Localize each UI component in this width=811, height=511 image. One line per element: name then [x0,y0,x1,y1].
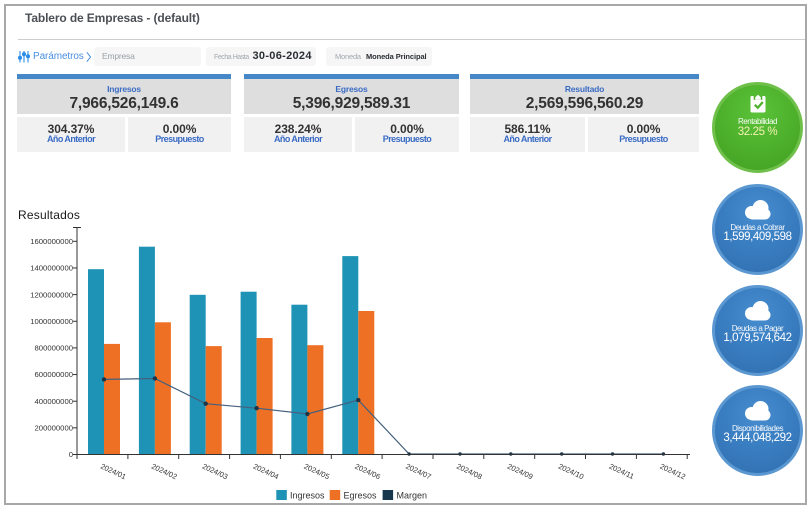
svg-text:2024/09: 2024/09 [506,462,534,482]
svg-text:200000000: 200000000 [35,424,73,433]
svg-text:1200000000: 1200000000 [30,290,73,299]
svg-text:0: 0 [69,450,73,459]
svg-text:2024/11: 2024/11 [608,462,636,481]
svg-text:1600000000: 1600000000 [30,237,73,246]
svg-text:2024/10: 2024/10 [557,462,585,482]
svg-text:1400000000: 1400000000 [30,264,73,273]
svg-text:2024/08: 2024/08 [455,462,483,482]
svg-text:2024/05: 2024/05 [303,462,331,482]
svg-text:2024/12: 2024/12 [659,462,687,482]
svg-text:2024/06: 2024/06 [353,462,381,482]
svg-text:2024/02: 2024/02 [150,462,178,482]
svg-text:400000000: 400000000 [35,397,73,406]
svg-text:2024/07: 2024/07 [404,462,432,482]
svg-text:2024/03: 2024/03 [201,462,229,482]
svg-text:1000000000: 1000000000 [30,317,73,326]
svg-text:2024/04: 2024/04 [252,462,280,482]
svg-text:800000000: 800000000 [35,344,73,353]
svg-text:2024/01: 2024/01 [99,462,127,482]
svg-text:Ingresos: Ingresos [290,491,325,501]
svg-text:Egresos: Egresos [344,491,378,501]
svg-text:600000000: 600000000 [35,370,73,379]
svg-text:Resultados: Resultados [18,208,80,222]
svg-text:Margen: Margen [397,491,428,501]
